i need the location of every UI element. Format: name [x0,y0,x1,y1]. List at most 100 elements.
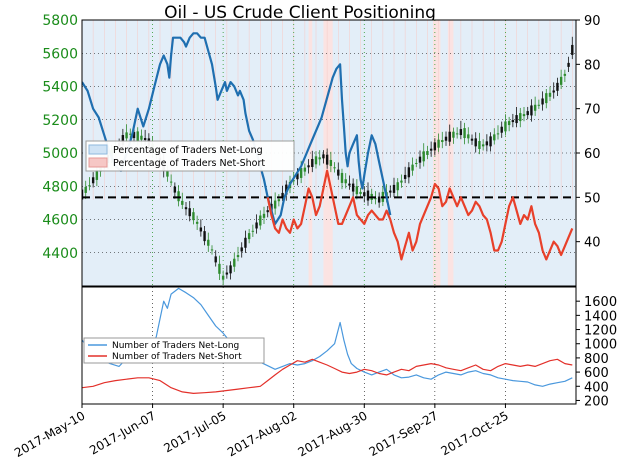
sentiment-band [507,20,510,286]
candle-body [273,200,277,209]
candle-body [262,213,266,218]
candle-body [478,141,481,150]
sentiment-band [555,20,559,286]
right-tick-label: 1600 [584,295,617,310]
sentiment-band [83,20,87,286]
sentiment-band [395,20,399,286]
sentiment-band [525,20,529,286]
sentiment-band [382,20,386,286]
right-tick-label: 70 [584,103,601,118]
sentiment-band [358,20,362,286]
top-legend: Percentage of Traders Net-Long Percentag… [85,140,295,172]
candle-body [504,121,507,132]
series-line-net-short-pct [266,169,574,261]
candle-body [307,165,310,168]
candle-body [207,239,210,246]
sentiment-band [473,20,477,286]
series-line-traders-net-short [82,358,573,394]
sentiment-band [312,20,315,286]
legend-label-net-short: Percentage of Traders Net-Short [113,158,265,169]
sentiment-band [342,20,345,286]
sentiment-band [518,20,521,286]
sentiment-band [368,20,371,286]
candle-body [433,142,437,151]
price-candles [82,36,574,285]
left-tick-label: 5800 [42,13,78,29]
candle-body [136,131,139,142]
sentiment-band [546,20,549,286]
sentiment-band [466,20,469,286]
candle-body [229,265,232,274]
sentiment-band [355,20,358,286]
candle-body [452,131,455,138]
candle-body [281,192,284,197]
candle-body [314,156,318,165]
sentiment-band [434,20,438,286]
candle-body [348,183,351,186]
candle-body [351,183,355,192]
right-tick-label: 50 [584,191,601,206]
candle-body [240,247,243,252]
sentiment-band [566,20,570,286]
sentiment-band [540,20,544,286]
candle-body [322,154,325,159]
candle-body [563,73,567,76]
candle-body [507,121,511,126]
sentiment-band [338,20,341,286]
sentiment-band [407,20,410,286]
x-axis-ticks: 2017-May-10 2017-Jun-07 2017-Jul-052017-Au… [12,404,511,460]
left-tick-label: 4800 [42,179,78,195]
candle-body [340,172,344,183]
sentiment-band [392,20,395,286]
sentiment-band [479,20,482,286]
candle-body [221,275,225,280]
sentiment-band [496,20,499,286]
candle-body [426,151,429,155]
candle-body [292,180,295,182]
candle-body [266,210,269,213]
candle-body [214,256,217,263]
sentiment-band [464,20,468,286]
sentiment-band [494,20,497,286]
candle-body [485,141,489,146]
right-tick-label: 1400 [584,309,617,324]
sentiment-band [388,20,391,286]
sentiment-band [418,20,421,286]
sentiment-band [563,20,566,286]
x-tick-label: 2017-Aug-02 [225,408,299,459]
sentiment-band [538,20,542,286]
candle-body [418,156,422,163]
sentiment-band [362,20,365,286]
candle-body [247,233,251,240]
candle-body [140,135,143,140]
candle-body [392,184,396,193]
candle-body [210,249,214,251]
sentiment-band [403,20,406,286]
candle-body [556,82,559,91]
candle-body [526,111,529,116]
right-tick-label: 400 [584,380,609,395]
candle-body [441,140,444,143]
series-line-traders-net-long [82,287,573,387]
bottom-legend: Number of Traders Net-Long Number of Tra… [83,337,265,364]
candle-body [511,120,515,123]
right-tick-label: 60 [584,147,601,162]
x-tick-label: 2017-Sep-27 [367,408,441,459]
left-tick-label: 4400 [42,246,78,262]
candle-body [548,92,552,97]
candle-body [522,114,526,117]
sentiment-band [295,20,299,286]
sentiment-band [323,20,326,286]
legend-swatch-net-long [88,144,108,155]
candle-body [363,192,366,197]
candle-body [91,177,95,184]
sentiment-band [314,20,317,286]
candle-body [493,134,496,141]
candle-body [377,196,381,203]
sentiment-band [442,20,445,286]
x-tick-label: 2017-May-10 [12,408,87,460]
right-tick-label: 40 [584,236,601,251]
right-axis-ticks-top: 40 50 60 70 80 90 [576,14,601,251]
sentiment-band [340,20,343,286]
